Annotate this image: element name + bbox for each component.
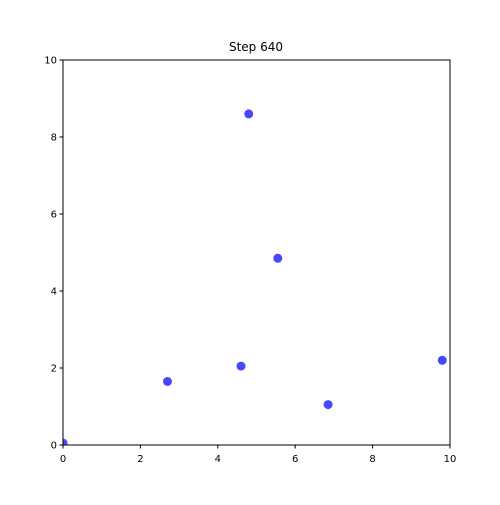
x-tick-label: 6 [292, 454, 298, 465]
points-layer [63, 109, 447, 445]
y-tick-label: 4 [51, 287, 57, 298]
y-tick-label: 2 [51, 364, 57, 375]
y-tick-label: 6 [51, 210, 57, 221]
x-tick-label: 10 [444, 454, 457, 465]
x-tick-label: 4 [215, 454, 221, 465]
x-tick-label: 0 [60, 454, 66, 465]
x-tick-label: 2 [137, 454, 143, 465]
data-point-3 [236, 361, 246, 371]
data-point-4 [244, 109, 254, 119]
y-tick-label: 10 [44, 56, 57, 67]
y-tick-label: 0 [51, 441, 57, 452]
data-point-7 [437, 355, 447, 365]
data-point-2 [162, 376, 172, 386]
data-point-1 [63, 438, 68, 445]
data-point-5 [273, 253, 283, 263]
axes-layer: 0 2 4 6 8 10 0 2 4 6 8 10 [44, 56, 456, 466]
x-tick-label: 8 [369, 454, 375, 465]
y-tick-label: 8 [51, 133, 57, 144]
data-point-6 [323, 400, 333, 410]
plot-frame [62, 59, 451, 446]
chart-title: Step 640 [229, 40, 283, 54]
